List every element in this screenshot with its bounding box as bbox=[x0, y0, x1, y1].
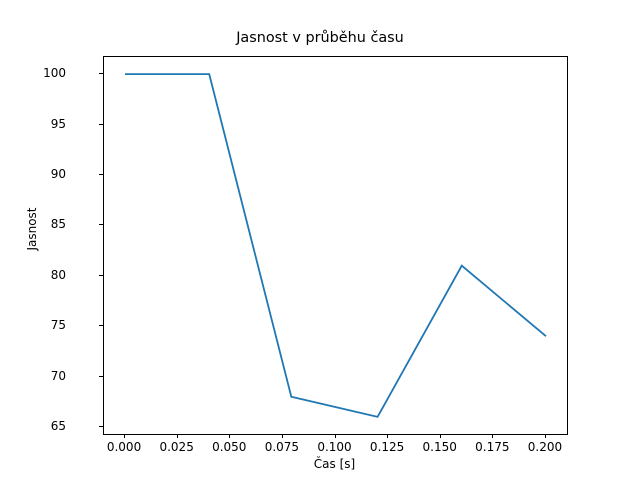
x-tick-label: 0.200 bbox=[527, 440, 563, 454]
y-tick-mark bbox=[99, 123, 103, 125]
y-axis-label: Jasnost bbox=[25, 207, 39, 251]
x-tick-label: 0.025 bbox=[159, 440, 194, 454]
x-tick-mark bbox=[176, 434, 178, 438]
y-tick-label: 100 bbox=[43, 66, 66, 81]
x-tick-mark bbox=[439, 434, 441, 438]
x-tick-label: 0.000 bbox=[106, 440, 142, 454]
y-tick-mark bbox=[99, 173, 103, 175]
x-tick-label: 0.100 bbox=[317, 440, 352, 454]
x-axis-label: Čas [s] bbox=[313, 457, 356, 471]
y-tick-label: 85 bbox=[50, 217, 66, 232]
x-tick-mark bbox=[281, 434, 283, 438]
y-tick-label: 90 bbox=[50, 166, 66, 181]
x-tick-mark bbox=[544, 434, 546, 438]
line-chart-svg bbox=[125, 73, 547, 418]
x-tick-label: 0.175 bbox=[475, 440, 510, 454]
y-tick-mark bbox=[99, 73, 103, 75]
y-tick-mark bbox=[99, 375, 103, 377]
x-tick-label: 0.150 bbox=[422, 440, 457, 454]
x-tick-mark bbox=[124, 434, 126, 438]
y-tick-label: 95 bbox=[50, 116, 66, 131]
x-tick-label: 0.075 bbox=[264, 440, 300, 454]
y-tick-mark bbox=[99, 274, 103, 276]
y-tick-label: 75 bbox=[50, 318, 66, 333]
y-tick-label: 80 bbox=[50, 267, 66, 282]
data-series-line bbox=[125, 73, 547, 418]
y-tick-mark bbox=[99, 425, 103, 427]
y-tick-mark bbox=[99, 224, 103, 226]
y-tick-label: 65 bbox=[50, 418, 66, 433]
y-tick-label: 70 bbox=[50, 368, 66, 383]
x-tick-label: 0.050 bbox=[212, 440, 247, 454]
x-tick-mark bbox=[334, 434, 336, 438]
x-tick-label: 0.125 bbox=[369, 440, 405, 454]
y-tick-mark bbox=[99, 325, 103, 327]
x-tick-mark bbox=[492, 434, 494, 438]
plot-area bbox=[103, 56, 568, 435]
x-tick-mark bbox=[229, 434, 231, 438]
chart-title: Jasnost v průběhu času bbox=[236, 30, 404, 46]
x-tick-mark bbox=[387, 434, 389, 438]
